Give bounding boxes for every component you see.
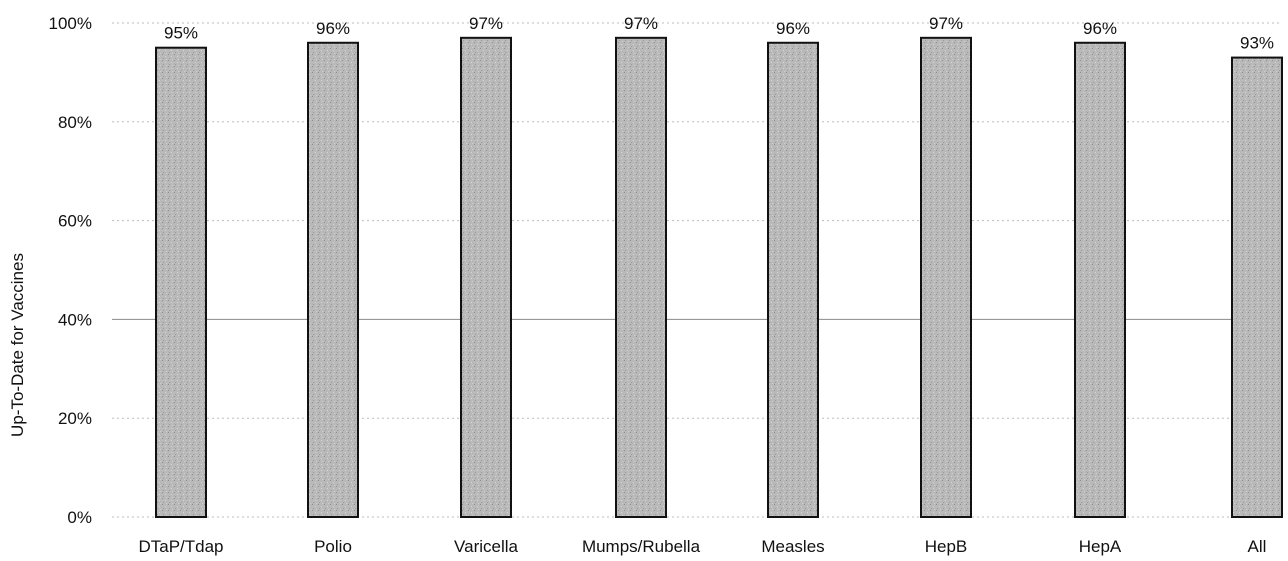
bar-all (1231, 56, 1283, 519)
bar-value-label: 96% (776, 19, 810, 38)
bar-hepb (920, 36, 972, 518)
x-tick-label: DTaP/Tdap (138, 537, 223, 556)
y-tick-label: 20% (58, 409, 92, 428)
y-tick-label: 40% (58, 310, 92, 329)
x-tick-label: Mumps/Rubella (582, 537, 701, 556)
bar-value-label: 93% (1240, 34, 1274, 53)
x-tick-label: Measles (761, 537, 824, 556)
bar-mumps-rubella (615, 36, 667, 518)
x-tick-label: HepA (1079, 537, 1122, 556)
bar-dtap-tdap (155, 46, 207, 518)
bar-value-label: 95% (164, 24, 198, 43)
y-tick-label: 0% (67, 508, 92, 527)
y-tick-label: 80% (58, 113, 92, 132)
bars (155, 36, 1283, 519)
bar-hepa (1074, 41, 1126, 518)
bar-polio (307, 41, 359, 518)
bar-value-label: 96% (316, 19, 350, 38)
bar-value-label: 97% (624, 14, 658, 33)
x-axis-ticks: DTaP/Tdap Polio Varicella Mumps/Rubella Meas… (138, 537, 1266, 556)
y-tick-label: 60% (58, 212, 92, 231)
x-tick-label: Varicella (454, 537, 518, 556)
bar-measles (767, 41, 819, 518)
y-axis-ticks: 0% 20% 40% 60% 80% 100% (49, 14, 92, 527)
x-tick-label: All (1248, 537, 1267, 556)
bar-varicella (460, 36, 512, 518)
x-tick-label: HepB (925, 537, 968, 556)
bar-value-label: 97% (469, 14, 503, 33)
bar-value-label: 97% (929, 14, 963, 33)
data-labels: 95% 96% 97% 97% 96% 97% 96% 93% (164, 14, 1274, 53)
bar-value-label: 96% (1083, 19, 1117, 38)
y-tick-label: 100% (49, 14, 92, 33)
y-axis-title: Up-To-Date for Vaccines (8, 253, 27, 437)
x-tick-label: Polio (314, 537, 352, 556)
